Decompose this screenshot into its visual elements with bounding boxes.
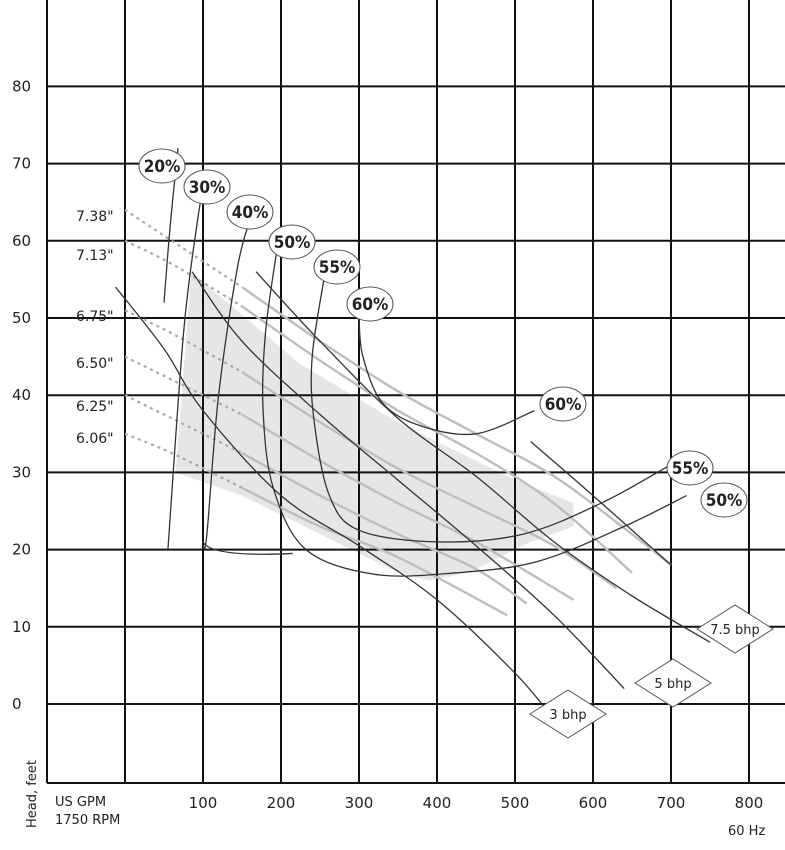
grid-layer	[46, 0, 785, 784]
bhp-curve-0	[115, 286, 555, 720]
x-axis-rpm-label: 1750 RPM	[55, 813, 120, 828]
frequency-label: 60 Hz	[728, 824, 765, 839]
efficiency-bubble	[666, 450, 714, 486]
bhp-label: 3 bhp	[549, 708, 586, 723]
x-tick-label: 300	[345, 794, 374, 812]
impeller-curve-1	[241, 305, 633, 574]
efficiency-label: 60%	[352, 295, 389, 315]
bhp-label: 7.5 bhp	[710, 623, 760, 638]
y-tick-label: 20	[12, 541, 31, 559]
x-tick-label: 700	[657, 794, 686, 812]
y-tick-label: 60	[12, 232, 31, 250]
bhp-diamond	[634, 658, 712, 708]
bhp-curves-layer	[115, 271, 711, 720]
bhp-diamond	[696, 604, 774, 654]
efficiency-label: 55%	[319, 258, 356, 278]
efficiency-bubble	[268, 224, 316, 260]
y-tick-label: 30	[12, 463, 31, 481]
efficiency-label: 20%	[144, 157, 181, 177]
impeller-curve-dotted-5	[124, 432, 243, 489]
impeller-diameter-label: 6.50"	[76, 356, 114, 372]
y-tick-label: 80	[12, 77, 31, 95]
x-tick-label: 100	[189, 794, 218, 812]
bhp-curve-1	[191, 271, 625, 690]
impeller-diameter-label: 6.25"	[76, 399, 114, 415]
impeller-curve-2	[241, 370, 618, 590]
impeller-curve-dotted-3	[124, 355, 243, 416]
y-tick-label: 40	[12, 386, 31, 404]
efficiency-label: 30%	[189, 178, 226, 198]
x-tick-label: 400	[423, 794, 452, 812]
efficiency-bubble	[700, 482, 748, 518]
efficiency-bubble	[539, 386, 587, 422]
efficiency-bubble	[226, 194, 274, 230]
efficiency-curve-2	[202, 209, 255, 550]
y-tick-label: 70	[12, 155, 31, 173]
efficiency-bubble	[183, 169, 231, 205]
bhp-curve-3	[530, 441, 672, 566]
impeller-curve-dotted-4	[124, 394, 243, 455]
bhp-diamond	[529, 689, 607, 739]
efficiency-curves-layer	[163, 148, 687, 577]
efficiency-curve-5	[358, 317, 535, 436]
efficiency-label: 50%	[706, 491, 743, 511]
impeller-curve-dotted-2	[124, 309, 243, 373]
y-tick-label: 0	[12, 695, 22, 713]
bhp-curve-2	[255, 271, 711, 643]
operating-region-layer	[175, 271, 574, 581]
impeller-curve-4	[241, 452, 528, 605]
operating-region	[175, 271, 574, 581]
x-tick-label: 500	[501, 794, 530, 812]
impeller-diameter-label: 6.75"	[76, 309, 114, 325]
y-axis-label: Head, feet	[25, 760, 40, 828]
efficiency-label: 40%	[232, 203, 269, 223]
impeller-curve-dotted-0	[124, 208, 243, 289]
x-axis-label: US GPM	[55, 795, 106, 810]
y-tick-label: 10	[12, 618, 31, 636]
efficiency-curve-3	[261, 248, 687, 577]
impeller-diameter-label: 6.06"	[76, 431, 114, 447]
efficiency-bubble	[313, 249, 361, 285]
bhp-label: 5 bhp	[654, 677, 691, 692]
efficiency-label: 60%	[545, 395, 582, 415]
efficiency-label: 55%	[672, 459, 709, 479]
efficiency-curve-4	[310, 279, 672, 543]
impeller-curve-3	[241, 413, 575, 601]
efficiency-curve-1	[167, 178, 206, 550]
y-tick-label: 50	[12, 309, 31, 327]
efficiency-bubble	[346, 286, 394, 322]
efficiency-hook-line	[202, 541, 293, 555]
x-tick-label: 600	[579, 794, 608, 812]
labels-layer: US GPM 1750 RPM Head, feet 60 Hz 0 10 20 30…	[12, 77, 774, 839]
impeller-diameter-label: 7.13"	[76, 248, 114, 264]
impeller-curve-dotted-1	[124, 239, 243, 308]
efficiency-label: 50%	[274, 233, 311, 253]
impeller-diameter-label: 7.38"	[76, 209, 114, 225]
x-tick-label: 800	[735, 794, 764, 812]
efficiency-bubble	[138, 148, 186, 184]
x-tick-label: 200	[267, 794, 296, 812]
